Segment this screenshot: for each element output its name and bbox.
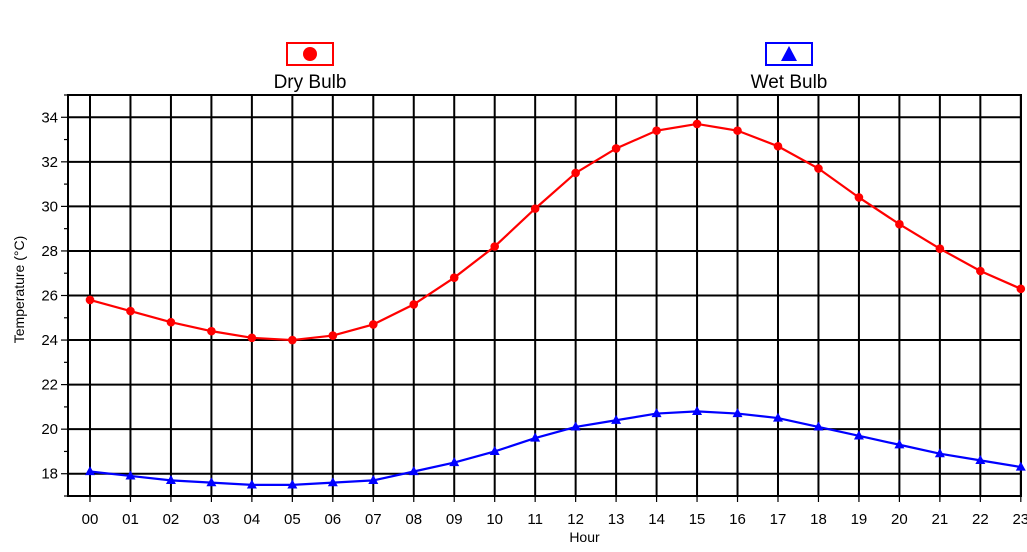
x-tick-label: 17 — [770, 511, 787, 528]
series-line — [89, 122, 1022, 342]
data-point — [651, 408, 662, 418]
data-point — [934, 448, 945, 458]
data-point — [530, 204, 540, 213]
data-point — [976, 266, 985, 276]
y-tick-label: 32 — [41, 154, 58, 171]
data-point — [814, 164, 823, 173]
series-line — [89, 410, 1021, 486]
data-point — [894, 439, 905, 449]
y-axis-title: Temperature (°C) — [11, 236, 27, 344]
x-tick-label: 19 — [851, 511, 868, 528]
y-tick-label: 18 — [41, 466, 58, 483]
data-point — [165, 475, 176, 485]
x-tick-label: 08 — [405, 511, 422, 528]
x-tick-label: 18 — [810, 511, 827, 528]
data-point — [328, 331, 338, 340]
data-point — [854, 193, 864, 202]
data-point — [489, 446, 500, 456]
data-point — [1015, 461, 1026, 471]
x-tick-label: 15 — [689, 511, 706, 528]
data-point — [772, 412, 783, 422]
data-point — [530, 432, 541, 442]
data-point — [773, 141, 783, 151]
x-tick-label: 00 — [82, 511, 99, 528]
y-tick-label: 20 — [41, 421, 58, 438]
y-tick-label: 24 — [41, 332, 58, 349]
x-tick-label: 21 — [932, 511, 949, 528]
x-tick-label: 11 — [527, 511, 543, 528]
data-point — [206, 477, 217, 487]
x-tick-label: 02 — [163, 511, 180, 528]
data-point — [288, 335, 297, 345]
data-point — [368, 320, 378, 329]
data-point — [611, 144, 621, 153]
y-tick-label: 30 — [41, 198, 58, 215]
x-tick-label: 23 — [1012, 511, 1027, 528]
x-tick-label: 10 — [486, 511, 503, 528]
data-point — [490, 242, 500, 251]
data-point — [733, 126, 742, 135]
data-point — [449, 457, 460, 467]
legend-label: Wet Bulb — [751, 72, 828, 93]
data-point — [571, 168, 580, 178]
data-point — [652, 126, 661, 135]
x-tick-label: 16 — [729, 511, 746, 528]
data-point — [408, 466, 419, 476]
series — [85, 119, 1026, 489]
data-point — [935, 244, 945, 254]
x-tick-label: 05 — [284, 511, 301, 528]
data-point — [247, 333, 257, 343]
data-point — [813, 421, 824, 431]
x-tick-label: 14 — [648, 511, 665, 528]
data-point — [692, 119, 702, 129]
data-point — [85, 295, 95, 305]
grid — [67, 94, 1022, 497]
x-tick-label: 06 — [324, 511, 341, 528]
x-tick-label: 12 — [567, 511, 584, 528]
data-point — [166, 317, 176, 327]
x-tick-label: 22 — [972, 511, 989, 528]
y-tick-label: 34 — [41, 109, 58, 126]
data-point — [975, 454, 986, 464]
legend-marker — [781, 46, 797, 61]
data-point — [732, 408, 743, 418]
data-point — [246, 479, 257, 489]
data-point — [692, 405, 703, 415]
y-tick-label: 26 — [41, 288, 58, 305]
x-tick-label: 04 — [244, 511, 261, 528]
x-tick-label: 03 — [203, 511, 220, 528]
y-tick-label: 22 — [41, 377, 58, 394]
data-point — [125, 470, 136, 480]
data-point — [368, 475, 379, 485]
x-tick-label: 13 — [608, 511, 625, 528]
data-point — [327, 477, 338, 487]
y-tick-label: 28 — [41, 243, 58, 260]
data-point — [207, 326, 216, 336]
axes: 18 20 22 24 26 28 30 32 34 00 01 02 03 04 05 06 07 08 09 10… — [41, 94, 1027, 528]
x-tick-label: 20 — [891, 511, 908, 528]
legend: Dry Bulb Wet Bulb — [274, 42, 828, 93]
x-axis-title: Hour — [569, 529, 600, 545]
x-tick-label: 01 — [122, 511, 139, 528]
data-point — [287, 479, 298, 489]
data-point — [85, 466, 95, 476]
data-point — [570, 421, 581, 431]
data-point — [853, 430, 864, 440]
x-tick-label: 07 — [365, 511, 382, 528]
data-point — [895, 219, 904, 229]
data-point — [449, 273, 459, 282]
legend-label: Dry Bulb — [274, 72, 347, 93]
x-tick-label: 09 — [446, 511, 463, 528]
data-point — [1016, 284, 1026, 294]
data-point — [409, 300, 419, 309]
data-point — [611, 414, 622, 424]
legend-marker — [303, 47, 317, 61]
data-point — [126, 306, 135, 316]
